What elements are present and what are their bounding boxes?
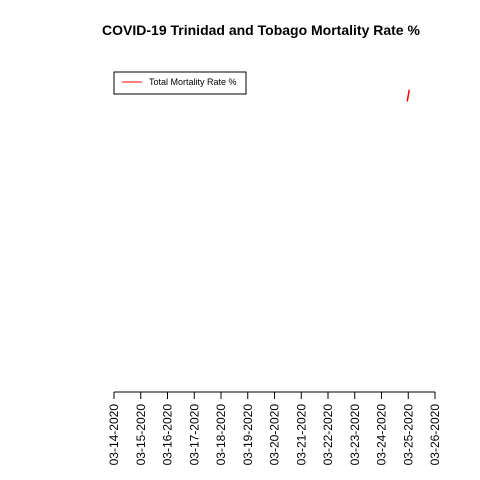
x-tick-label: 03-22-2020 <box>321 404 335 466</box>
x-tick-label: 03-21-2020 <box>294 404 308 466</box>
x-tick-label: 03-15-2020 <box>134 404 148 466</box>
x-tick-label: 03-18-2020 <box>214 404 228 466</box>
x-tick-label: 03-16-2020 <box>161 404 175 466</box>
x-tick-label: 03-25-2020 <box>401 404 415 466</box>
x-axis: 03-14-2020 03-15-2020 03-16-2020 03-17-2020… <box>107 391 442 466</box>
legend: Total Mortality Rate % <box>113 71 247 95</box>
legend-box <box>113 71 247 95</box>
x-tick-label: 03-24-2020 <box>375 404 389 466</box>
legend-label: Total Mortality Rate % <box>149 77 237 87</box>
series-line <box>406 89 410 102</box>
x-tick-label: 03-23-2020 <box>348 404 362 466</box>
x-tick-label: 03-20-2020 <box>268 404 282 466</box>
x-tick-label: 03-26-2020 <box>428 404 442 466</box>
x-tick-label: 03-14-2020 <box>107 404 121 466</box>
x-tick-label: 03-19-2020 <box>241 404 255 466</box>
x-tick-label: 03-17-2020 <box>187 404 201 466</box>
plot-area <box>406 89 410 102</box>
chart-title: COVID-19 Trinidad and Tobago Mortality R… <box>102 22 420 38</box>
